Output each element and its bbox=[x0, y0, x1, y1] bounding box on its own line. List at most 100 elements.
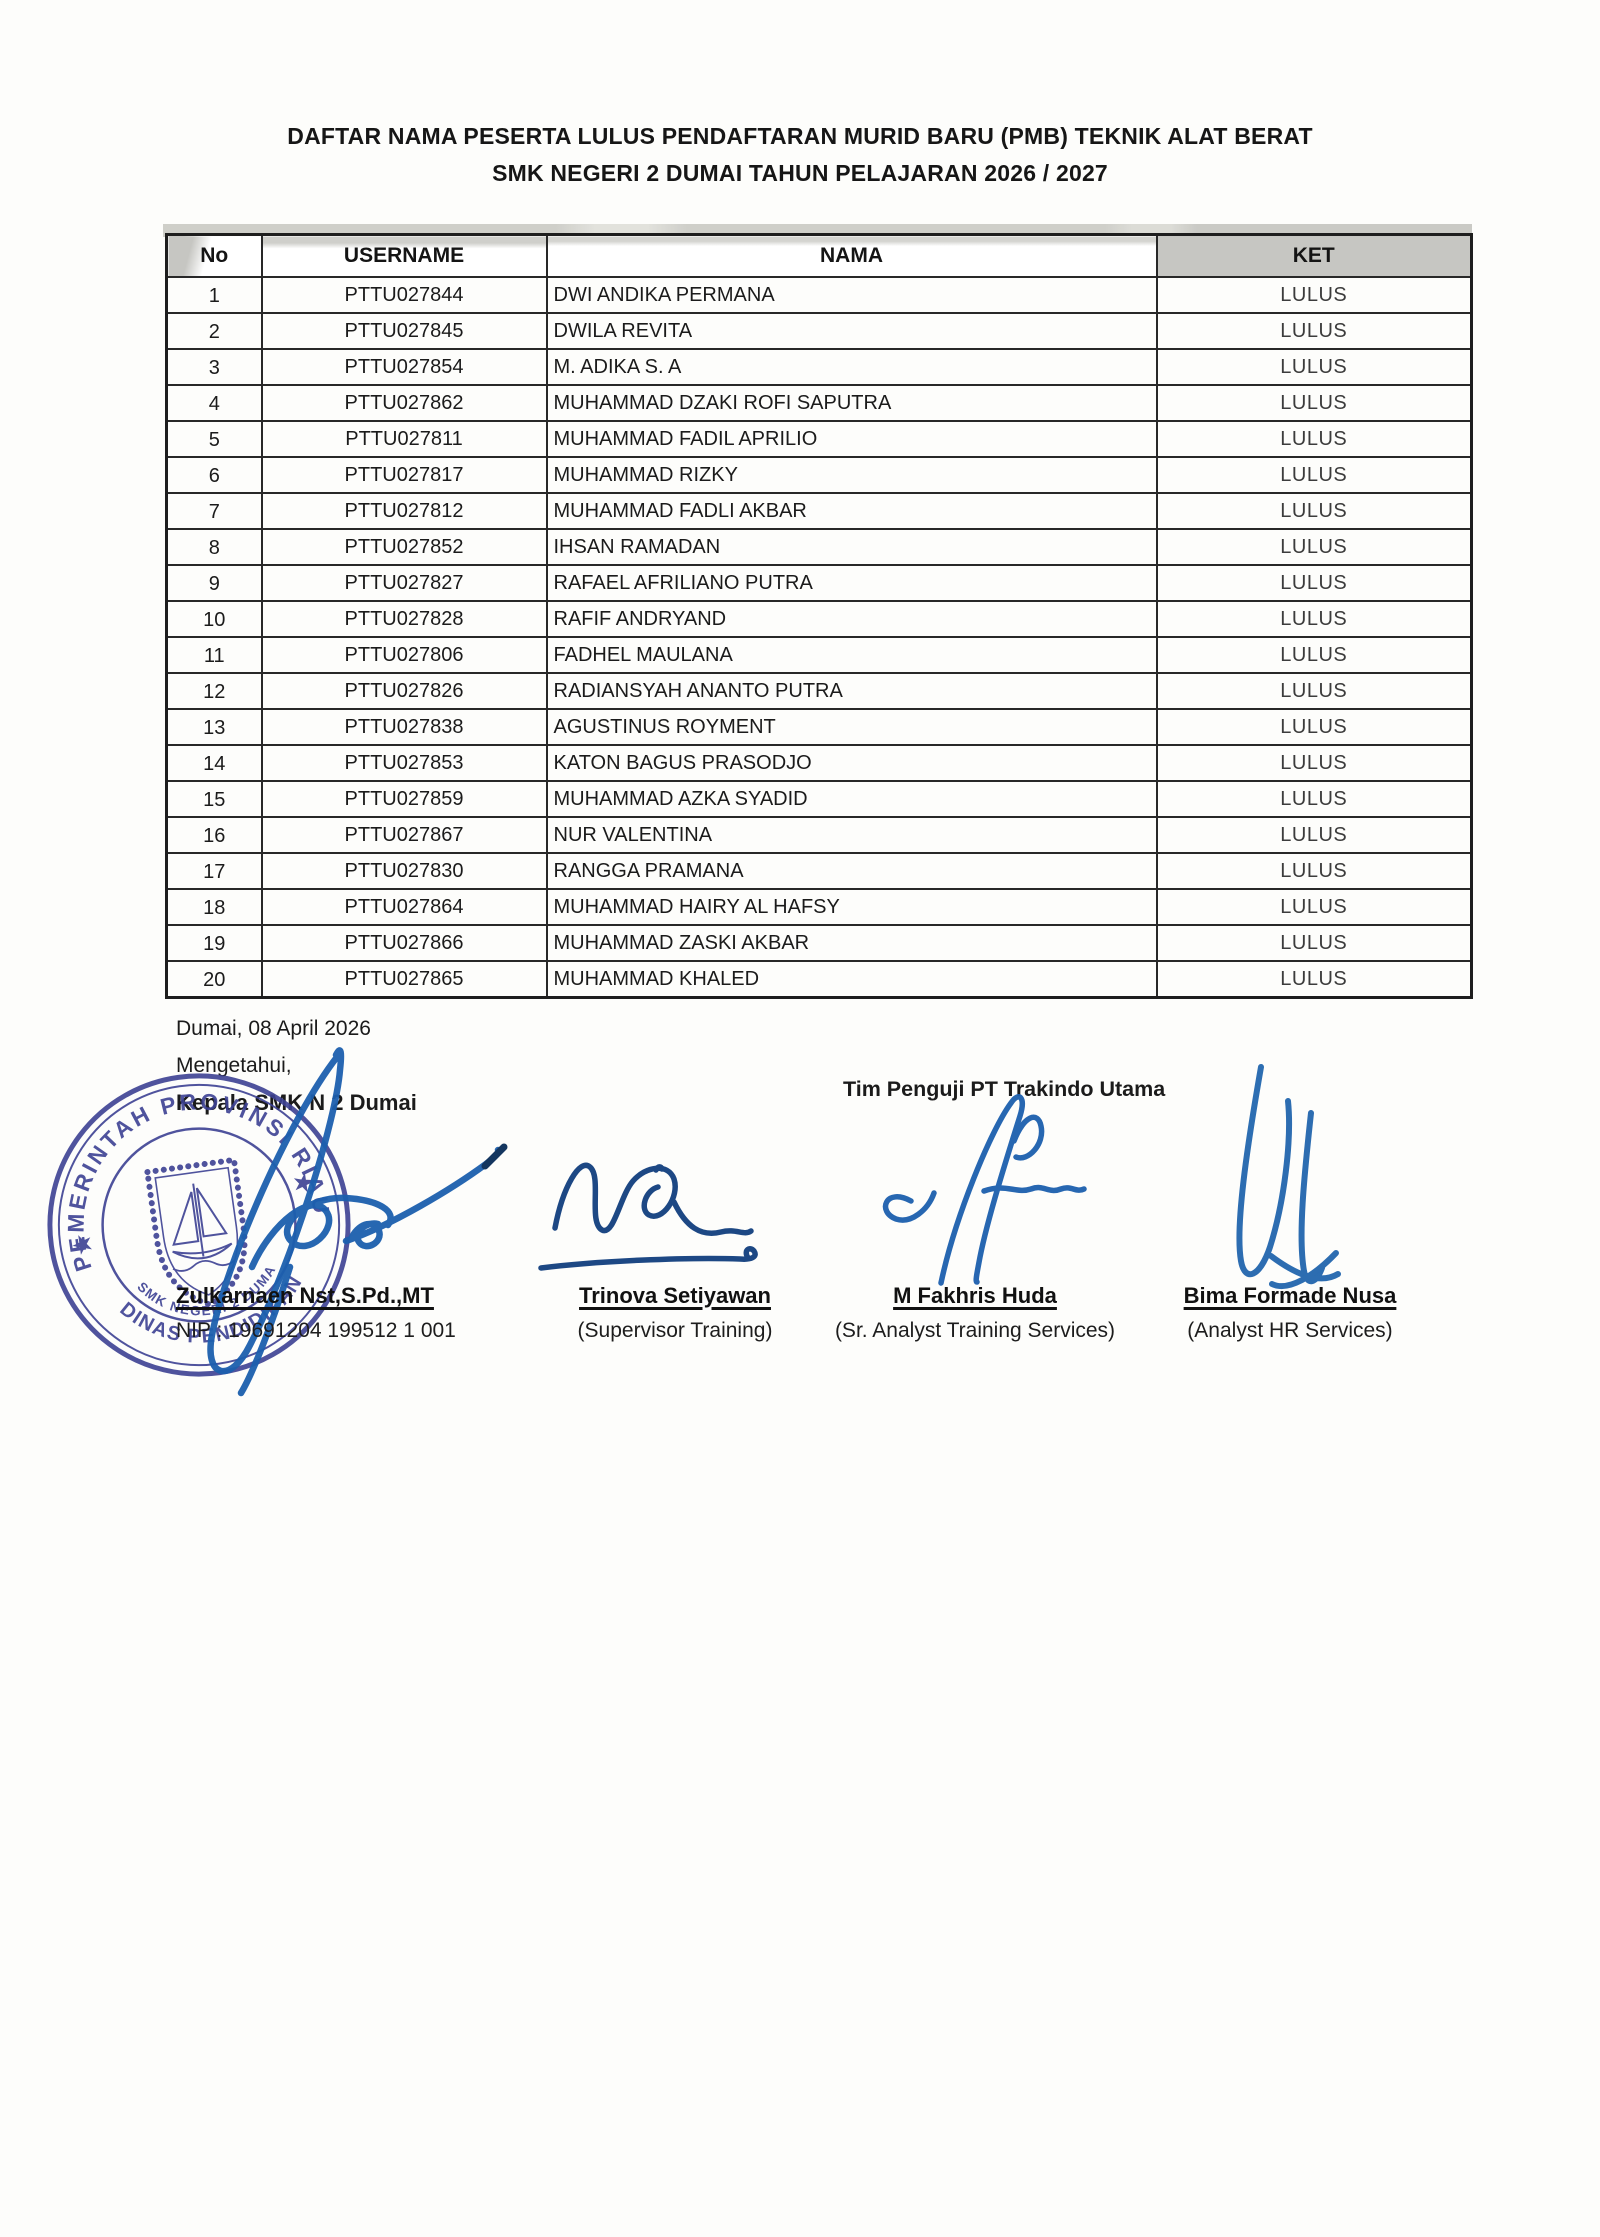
no-cell: 11 bbox=[165, 636, 263, 674]
table-row: 9 PTTU027827 RAFAEL AFRILIANO PUTRA LULUS bbox=[165, 564, 1473, 602]
place-date: Dumai, 08 April 2026 bbox=[176, 1017, 371, 1040]
username-cell: PTTU027867 bbox=[260, 816, 548, 854]
table-row: 4 PTTU027862 MUHAMMAD DZAKI ROFI SAPUTRA LU… bbox=[165, 384, 1473, 422]
table-row: 19 PTTU027866 MUHAMMAD ZASKI AKBAR LULUS bbox=[165, 924, 1473, 962]
ket-cell: LULUS bbox=[1155, 816, 1473, 854]
username-cell: PTTU027866 bbox=[260, 924, 548, 962]
header-username: USERNAME bbox=[260, 233, 548, 278]
ket-cell: LULUS bbox=[1155, 744, 1473, 782]
ket-cell: LULUS bbox=[1155, 528, 1473, 566]
username-cell: PTTU027854 bbox=[260, 348, 548, 386]
username-cell: PTTU027826 bbox=[260, 672, 548, 710]
ket-cell: LULUS bbox=[1155, 420, 1473, 458]
username-cell: PTTU027852 bbox=[260, 528, 548, 566]
stamp-shield-inner bbox=[154, 1166, 239, 1296]
ket-cell: LULUS bbox=[1155, 636, 1473, 674]
table-row: 15 PTTU027859 MUHAMMAD AZKA SYADID LULUS bbox=[165, 780, 1473, 818]
ket-cell: LULUS bbox=[1155, 888, 1473, 926]
username-cell: PTTU027811 bbox=[260, 420, 548, 458]
no-cell: 7 bbox=[165, 492, 263, 530]
table-row: 13 PTTU027838 AGUSTINUS ROYMENT LULUS bbox=[165, 708, 1473, 746]
nama-cell: RANGGA PRAMANA bbox=[545, 852, 1158, 890]
examiner-role: (Analyst HR Services) bbox=[1187, 1319, 1393, 1342]
no-cell: 18 bbox=[165, 888, 263, 926]
examiner-team-title: Tim Penguji PT Trakindo Utama bbox=[843, 1077, 1166, 1101]
table-row: 1 PTTU027844 DWI ANDIKA PERMANA LULUS bbox=[165, 276, 1473, 314]
nama-cell: MUHAMMAD DZAKI ROFI SAPUTRA bbox=[545, 384, 1158, 422]
stamp-ship-icon bbox=[172, 1183, 236, 1272]
nama-cell: KATON BAGUS PRASODJO bbox=[545, 744, 1158, 782]
examiner-name: Trinova Setiyawan bbox=[579, 1283, 771, 1308]
no-cell: 8 bbox=[165, 528, 263, 566]
nama-cell: MUHAMMAD KHALED bbox=[545, 960, 1158, 999]
nama-cell: MUHAMMAD AZKA SYADID bbox=[545, 780, 1158, 818]
no-cell: 1 bbox=[165, 276, 263, 314]
ket-cell: LULUS bbox=[1155, 456, 1473, 494]
ket-cell: LULUS bbox=[1155, 708, 1473, 746]
no-cell: 12 bbox=[165, 672, 263, 710]
no-cell: 17 bbox=[165, 852, 263, 890]
ket-cell: LULUS bbox=[1155, 348, 1473, 386]
examiner-block-bima: Bima Formade Nusa (Analyst HR Services) bbox=[1130, 1283, 1450, 1343]
examiner-name: M Fakhris Huda bbox=[893, 1283, 1057, 1308]
no-cell: 3 bbox=[165, 348, 263, 386]
username-cell: PTTU027830 bbox=[260, 852, 548, 890]
no-cell: 2 bbox=[165, 312, 263, 350]
roster-table: No USERNAME NAMA KET 1 PTTU027844 DWI ANDI… bbox=[165, 233, 1473, 999]
ket-cell: LULUS bbox=[1155, 780, 1473, 818]
header-nama: NAMA bbox=[545, 233, 1158, 278]
nama-cell: MUHAMMAD HAIRY AL HAFSY bbox=[545, 888, 1158, 926]
signature-fakhris bbox=[882, 1094, 1087, 1286]
principal-title: Kepala SMK N 2 Dumai bbox=[176, 1090, 417, 1115]
ket-cell: LULUS bbox=[1155, 960, 1473, 999]
title-line-2: SMK NEGERI 2 DUMAI TAHUN PELAJARAN 2026 … bbox=[492, 160, 1108, 186]
username-cell: PTTU027806 bbox=[260, 636, 548, 674]
username-cell: PTTU027859 bbox=[260, 780, 548, 818]
examiner-name: Bima Formade Nusa bbox=[1183, 1283, 1397, 1308]
table-row: 18 PTTU027864 MUHAMMAD HAIRY AL HAFSY LULUS bbox=[165, 888, 1473, 926]
signature-bima bbox=[1236, 1064, 1341, 1289]
username-cell: PTTU027864 bbox=[260, 888, 548, 926]
examiner-block-trinova: Trinova Setiyawan (Supervisor Training) bbox=[515, 1283, 835, 1343]
table-row: 8 PTTU027852 IHSAN RAMADAN LULUS bbox=[165, 528, 1473, 566]
no-cell: 9 bbox=[165, 564, 263, 602]
ket-cell: LULUS bbox=[1155, 384, 1473, 422]
no-cell: 5 bbox=[165, 420, 263, 458]
table-row: 14 PTTU027853 KATON BAGUS PRASODJO LULUS bbox=[165, 744, 1473, 782]
ket-cell: LULUS bbox=[1155, 492, 1473, 530]
ket-cell: LULUS bbox=[1155, 852, 1473, 890]
principal-nip: NIP : 19691204 199512 1 001 bbox=[176, 1319, 456, 1342]
table-row: 17 PTTU027830 RANGGA PRAMANA LULUS bbox=[165, 852, 1473, 890]
nama-cell: DWILA REVITA bbox=[545, 312, 1158, 350]
no-cell: 15 bbox=[165, 780, 263, 818]
username-cell: PTTU027838 bbox=[260, 708, 548, 746]
principal-signature-block: Zulkarnaen Nst,S.Pd.,MT NIP : 19691204 1… bbox=[176, 1283, 456, 1343]
username-cell: PTTU027862 bbox=[260, 384, 548, 422]
username-cell: PTTU027827 bbox=[260, 564, 548, 602]
header-ket: KET bbox=[1155, 233, 1473, 278]
ket-cell: LULUS bbox=[1155, 276, 1473, 314]
principal-name: Zulkarnaen Nst,S.Pd.,MT bbox=[176, 1283, 434, 1308]
examiner-block-fakhris: M Fakhris Huda (Sr. Analyst Training Ser… bbox=[815, 1283, 1135, 1343]
stamp-star-right: ★ bbox=[289, 1168, 317, 1200]
signature-trinova bbox=[538, 1162, 758, 1271]
username-cell: PTTU027865 bbox=[260, 960, 548, 999]
nama-cell: RADIANSYAH ANANTO PUTRA bbox=[545, 672, 1158, 710]
nama-cell: RAFAEL AFRILIANO PUTRA bbox=[545, 564, 1158, 602]
table-row: 20 PTTU027865 MUHAMMAD KHALED LULUS bbox=[165, 960, 1473, 999]
no-cell: 14 bbox=[165, 744, 263, 782]
ket-cell: LULUS bbox=[1155, 924, 1473, 962]
table-row: 16 PTTU027867 NUR VALENTINA LULUS bbox=[165, 816, 1473, 854]
username-cell: PTTU027853 bbox=[260, 744, 548, 782]
table-row: 2 PTTU027845 DWILA REVITA LULUS bbox=[165, 312, 1473, 350]
nama-cell: NUR VALENTINA bbox=[545, 816, 1158, 854]
no-cell: 16 bbox=[165, 816, 263, 854]
nama-cell: DWI ANDIKA PERMANA bbox=[545, 276, 1158, 314]
username-cell: PTTU027812 bbox=[260, 492, 548, 530]
nama-cell: M. ADIKA S. A bbox=[545, 348, 1158, 386]
document-title: DAFTAR NAMA PESERTA LULUS PENDAFTARAN MU… bbox=[0, 118, 1600, 192]
table-row: 6 PTTU027817 MUHAMMAD RIZKY LULUS bbox=[165, 456, 1473, 494]
table-header-row: No USERNAME NAMA KET bbox=[165, 233, 1473, 278]
no-cell: 6 bbox=[165, 456, 263, 494]
